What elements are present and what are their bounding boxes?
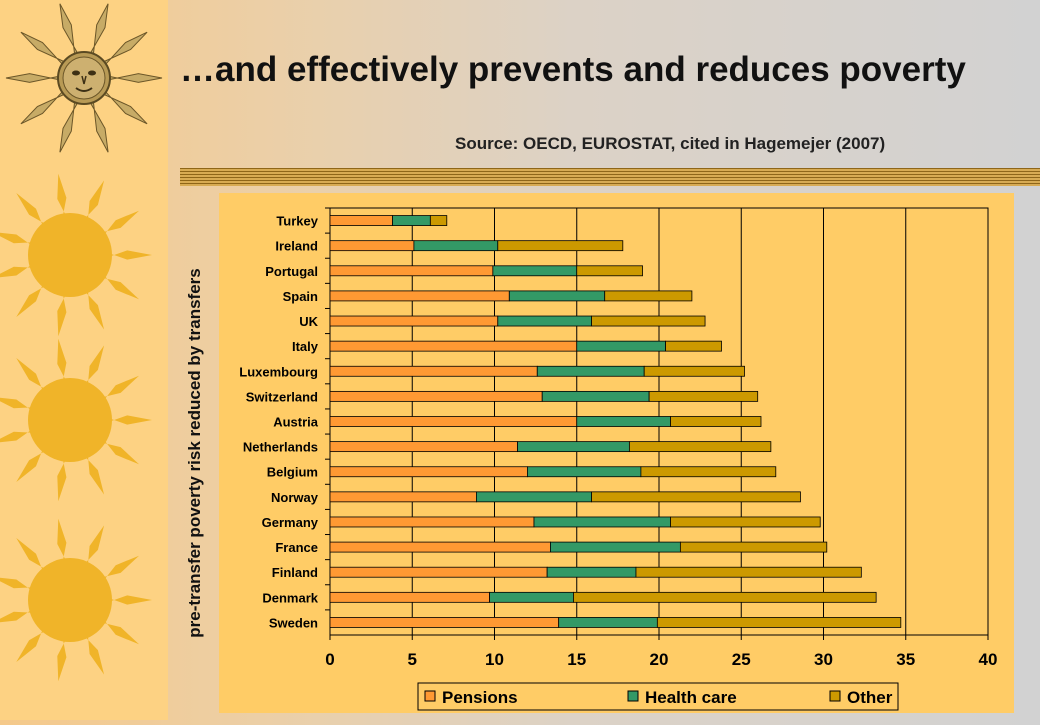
sun-icon (0, 338, 152, 502)
y-axis-label: pre-transfer poverty risk reduced by tra… (185, 268, 204, 637)
sun-face-icon (5, 3, 163, 153)
source-citation: Source: OECD, EUROSTAT, cited in Hagemej… (455, 134, 886, 153)
x-tick-label: 10 (485, 650, 504, 669)
category-label: UK (299, 314, 318, 329)
bar-segment (550, 541, 681, 553)
legend-label: Health care (645, 688, 737, 707)
x-tick-label: 15 (567, 650, 586, 669)
bar-segment (392, 215, 431, 226)
bar-segment (656, 617, 902, 628)
bar-segment (329, 315, 499, 327)
legend-swatch (829, 690, 841, 702)
legend-swatch (424, 690, 436, 702)
bar-segment (489, 591, 574, 603)
bar-segment (329, 365, 538, 377)
bar-segment (329, 290, 510, 302)
bar-segment (329, 516, 535, 528)
x-tick-label: 0 (325, 650, 334, 669)
category-label: Switzerland (246, 389, 318, 404)
bar-segment (497, 315, 592, 327)
legend-box (417, 682, 899, 711)
header-divider (180, 168, 1040, 186)
bar-segment (492, 265, 578, 277)
bar-segment (670, 516, 821, 528)
category-label: Turkey (276, 214, 318, 229)
bar-segment (329, 240, 415, 252)
bar-segment (591, 491, 801, 503)
x-tick-label: 35 (896, 650, 915, 669)
bar-segment (329, 441, 518, 453)
category-labels: Turkey Ireland Portugal Spain UK Italy Luxembo… (239, 207, 330, 630)
bar-segment (517, 441, 630, 453)
bar-segment (576, 340, 666, 352)
bar-segment (329, 617, 560, 628)
category-label: Spain (283, 289, 318, 304)
category-label: Finland (272, 565, 318, 580)
bar-segment (628, 441, 772, 453)
bar-segment (329, 390, 543, 402)
bar-segment (541, 390, 650, 402)
category-label: Netherlands (243, 440, 318, 455)
legend: Pensions Health care Other (417, 682, 899, 711)
x-tick-label: 25 (732, 650, 751, 669)
legend-swatch (627, 690, 639, 702)
bar-segment (329, 340, 578, 352)
bar-segment (679, 541, 828, 553)
sun-icon (0, 518, 152, 682)
bar-segment (576, 265, 643, 277)
decorative-strip (0, 0, 168, 720)
x-tick-label: 5 (408, 650, 417, 669)
bar-segment (476, 491, 592, 503)
bar-segment (329, 491, 477, 503)
bar-segment (329, 541, 551, 553)
bar-segment (329, 265, 494, 277)
category-label: Portugal (265, 264, 318, 279)
bar-segment (670, 416, 762, 427)
bar-segment (635, 566, 862, 578)
bar-segment (329, 591, 490, 603)
legend-label: Other (847, 688, 893, 707)
bar-segment (533, 516, 671, 528)
category-label: Germany (262, 515, 319, 530)
bar-segment (497, 240, 624, 252)
bar-segment (329, 416, 578, 427)
category-label: Luxembourg (239, 364, 318, 379)
bar-segment (429, 215, 448, 226)
bar-segment (329, 215, 393, 226)
legend-label: Pensions (442, 688, 518, 707)
category-label: Denmark (262, 590, 318, 605)
sun-decorations (0, 3, 163, 682)
category-label: Sweden (269, 615, 318, 630)
bar-segment (527, 466, 642, 478)
bar-segment (591, 315, 706, 327)
sun-icon (0, 173, 152, 337)
x-tick-labels: 0 5 10 15 20 25 30 35 40 (325, 635, 997, 669)
bar-segment (643, 365, 745, 377)
bars (329, 215, 902, 628)
bar-segment (508, 290, 606, 302)
x-tick-label: 20 (650, 650, 669, 669)
category-label: Ireland (275, 239, 318, 254)
bar-segment (546, 566, 637, 578)
bar-segment (604, 290, 693, 302)
bar-segment (329, 566, 548, 578)
x-tick-label: 40 (979, 650, 998, 669)
bar-segment (640, 466, 777, 478)
bar-segment (536, 365, 645, 377)
category-label: Austria (273, 415, 319, 430)
bar-segment (413, 240, 499, 252)
bar-segment (665, 340, 722, 352)
bar-segment (573, 591, 877, 603)
x-tick-label: 30 (814, 650, 833, 669)
bar-segment (558, 617, 658, 628)
bar-segment (648, 390, 759, 402)
category-label: Italy (292, 339, 319, 354)
bar-segment (329, 466, 528, 478)
category-label: Belgium (267, 465, 318, 480)
category-label: France (275, 540, 318, 555)
bar-segment (576, 416, 671, 427)
category-label: Norway (271, 490, 319, 505)
slide-title: …and effectively prevents and reduces po… (180, 50, 966, 89)
